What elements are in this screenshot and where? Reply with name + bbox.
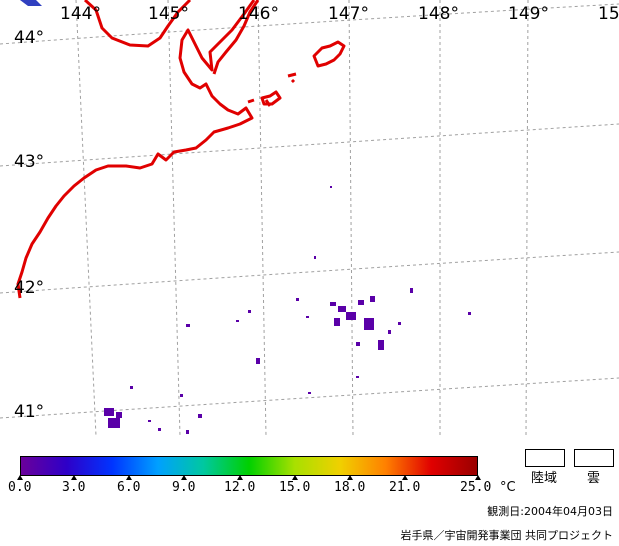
sst-cluster-main-5 [358,300,364,305]
sst-cluster-main-10 [398,322,401,325]
graticule [0,0,619,436]
scale-tick-3 [71,475,77,480]
sst-pixel-l [180,394,183,397]
map-canvas [0,0,619,436]
lon-label-145: 145° [148,4,189,24]
scale-label-18: 18.0 [334,480,366,495]
lon-label-149: 149° [508,4,549,24]
graticule-lon-145 [167,0,181,436]
sst-cluster-main-3 [346,312,356,320]
sst-cluster-main-11 [410,288,413,293]
scale-tick-25 [475,475,481,480]
sst-pixel-n [130,386,133,389]
graticule-lat-41 [0,377,619,419]
sst-cluster-main [330,302,336,306]
cloud-key-swatch [574,449,614,467]
scale-label-25: 25.0 [460,480,492,495]
sst-cluster-main-9 [356,342,360,346]
sst-cluster-sw-2 [108,418,120,428]
sst-cluster-main-6 [364,318,374,330]
sst-pixel-i [468,312,471,315]
scale-tick-18 [347,475,353,480]
sst-pixel-k [308,392,311,394]
temperature-color-scale [20,456,478,476]
coastline [16,0,346,299]
coastline-small-islet [287,72,297,84]
lon-label-147: 147° [328,4,369,24]
scale-label-21: 21.0 [389,480,421,495]
graticule-lat-44 [0,3,619,45]
sst-pixel-h [330,186,332,188]
lat-label-42: 42° [14,278,45,298]
cloud-key-label: 雲 [587,471,601,486]
land-corner-top-left [20,0,42,6]
sst-pixel-c [248,310,251,313]
lat-label-44: 44° [14,28,45,48]
coastline-hokkaido-pacific [16,0,256,299]
scale-tick-0 [17,475,23,480]
scale-tick-12 [237,475,243,480]
scale-label-12: 12.0 [224,480,256,495]
sst-cluster-sw-3 [116,412,122,418]
lat-label-43: 43° [14,152,45,172]
sst-pixel-j [356,376,359,378]
sst-pixel-g [314,256,316,259]
sst-cluster-main-7 [370,296,375,302]
lon-label-144: 144° [60,4,101,24]
scale-unit: °C [500,480,516,495]
lat-label-41: 41° [14,402,45,422]
lon-label-146: 146° [238,4,279,24]
scale-tick-6 [126,475,132,480]
sst-pixel-e [186,324,190,327]
scale-tick-21 [402,475,408,480]
land-key-swatch [525,449,565,467]
scale-label-9: 9.0 [172,480,196,495]
sst-pixel-q [158,428,161,431]
scale-label-6: 6.0 [117,480,141,495]
graticule-lon-146 [257,0,267,436]
scale-label-15: 15.0 [279,480,311,495]
graticule-lon-149 [525,0,529,436]
credit-line: 岩手県／宇宙開発事業団 共同プロジェクト [400,529,614,542]
coastline-shiretoko [212,0,260,75]
sst-cluster-main-8 [378,340,384,350]
sst-pixel-f [256,358,260,364]
coastline-habomai-islets [247,90,282,107]
scale-tick-9 [181,475,187,480]
scale-tick-15 [292,475,298,480]
lon-label-150: 15 [598,4,619,24]
sst-pixel-m [198,414,202,418]
sst-pixel-d [236,320,239,322]
lon-label-148: 148° [418,4,459,24]
sst-pixel-a [296,298,299,301]
sst-map: 144° 145° 146° 147° 148° 149° 15 44° 43°… [0,0,619,436]
graticule-lon-144 [75,0,97,436]
observation-date: 観測日:2004年04月03日 [487,505,613,518]
sst-pixel-b [306,316,309,318]
scale-label-0: 0.0 [8,480,32,495]
coastline-shikotan [312,40,346,68]
graticule-lat-42 [0,251,619,294]
sst-pixel-p [148,420,151,422]
sst-cluster-main-4 [334,318,340,326]
coastline-hokkaido-north [83,0,192,48]
sst-pixels [104,186,471,434]
sst-cluster-main-2 [338,306,346,312]
sst-cluster-sw [104,408,114,416]
sst-cluster-main-12 [388,330,391,334]
sst-pixel-o [186,430,189,434]
scale-label-3: 3.0 [62,480,86,495]
graticule-lon-147 [348,0,354,436]
graticule-lat-43 [0,123,619,167]
land-key-label: 陸域 [531,471,558,486]
